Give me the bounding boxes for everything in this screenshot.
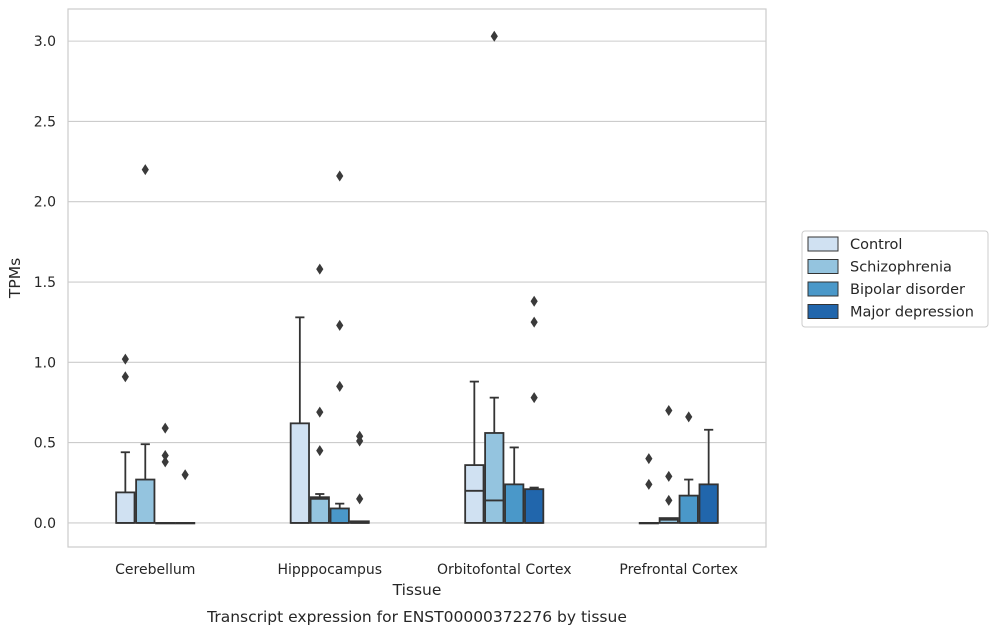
outlier-point <box>161 456 169 468</box>
box <box>289 316 310 524</box>
y-tick-label: 0.5 <box>34 436 56 452</box>
box <box>135 164 156 524</box>
y-tick-label: 1.0 <box>34 355 56 371</box>
outlier-point <box>530 392 538 404</box>
outlier-point <box>336 380 344 392</box>
box <box>155 422 176 525</box>
legend-swatch <box>807 281 839 297</box>
box-series <box>115 30 719 525</box>
box <box>484 30 505 524</box>
outlier-point <box>490 30 498 42</box>
figure-caption: Transcript expression for ENST0000037227… <box>206 608 627 626</box>
outlier-point <box>665 470 673 482</box>
x-tick-label: Cerebellum <box>115 562 195 578</box>
outlier-point <box>645 453 653 465</box>
box <box>524 295 545 524</box>
series-control <box>115 316 659 525</box>
box-body <box>698 483 719 524</box>
outlier-point <box>141 164 149 176</box>
outlier-point <box>530 295 538 307</box>
outlier-point <box>685 411 693 423</box>
box <box>464 380 485 524</box>
y-axis-label: TPMs <box>6 258 24 299</box>
box-body <box>524 488 545 524</box>
outlier-point <box>121 371 129 383</box>
plot-area-frame <box>67 8 767 548</box>
legend-label: Control <box>850 237 902 253</box>
box-body <box>464 464 485 524</box>
box-body <box>484 432 505 524</box>
box <box>309 263 330 524</box>
y-tick-label: 3.0 <box>34 34 56 50</box>
outlier-point <box>316 406 324 418</box>
legend-label: Bipolar disorder <box>850 282 965 298</box>
x-axis-label: Tissue <box>392 581 442 599</box>
y-tick-label: 1.5 <box>34 275 56 291</box>
outlier-point <box>645 478 653 490</box>
outlier-point <box>161 449 169 461</box>
legend-swatch <box>807 259 839 274</box>
box-body <box>289 422 310 524</box>
box-body <box>329 507 350 524</box>
outlier-point <box>356 430 364 442</box>
box <box>504 446 525 524</box>
y-tick-label: 2.0 <box>34 195 56 211</box>
box <box>698 428 719 524</box>
legend-frame <box>801 230 989 328</box>
box-body <box>309 496 330 524</box>
x-tick-label: Hipppocampus <box>277 562 382 578</box>
outlier-point <box>530 316 538 328</box>
y-tick-label: 2.5 <box>34 114 56 130</box>
box-body <box>135 478 156 524</box>
outlier-point <box>181 469 189 481</box>
legend-label: Schizophrenia <box>850 260 952 276</box>
series-schizophrenia <box>135 30 679 524</box>
gridlines <box>68 40 766 524</box>
outlier-point <box>161 422 169 434</box>
y-tick-label: 0.0 <box>34 516 56 532</box>
series-major-depression <box>175 295 719 525</box>
outlier-point <box>665 404 673 416</box>
legend: Control Schizophrenia Bipolar disorder Majo… <box>801 230 989 328</box>
outlier-point <box>316 263 324 275</box>
legend-label: Major depression <box>850 305 974 321</box>
box <box>175 469 196 525</box>
outlier-point <box>356 493 364 505</box>
legend-swatch <box>807 304 839 319</box>
box <box>349 430 370 524</box>
box-body <box>678 494 699 524</box>
outlier-point <box>336 319 344 331</box>
box <box>115 353 136 524</box>
y-tick-labels: 0.0 0.5 1.0 1.5 2.0 2.5 3.0 <box>34 34 56 532</box>
outlier-point <box>316 445 324 457</box>
box <box>638 453 659 525</box>
outlier-point <box>665 494 673 506</box>
box-body <box>115 491 136 524</box>
x-tick-labels: Cerebellum Hipppocampus Orbitofontal Corte… <box>115 562 738 578</box>
outlier-point <box>121 353 129 365</box>
series-bipolar-disorder <box>155 170 699 525</box>
x-tick-label: Prefrontal Cortex <box>619 562 738 578</box>
x-tick-label: Orbitofontal Cortex <box>437 562 572 578</box>
box <box>678 411 699 524</box>
box <box>329 170 350 524</box>
box-body <box>504 483 525 524</box>
outlier-point <box>336 170 344 182</box>
box <box>658 404 679 524</box>
legend-swatch <box>807 236 839 252</box>
